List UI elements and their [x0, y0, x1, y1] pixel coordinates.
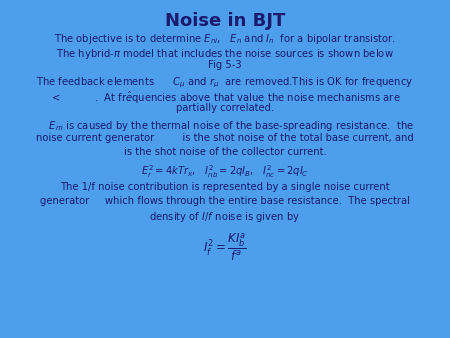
Text: $E_m$ is caused by the thermal noise of the base-spreading resistance.  the: $E_m$ is caused by the thermal noise of …	[36, 119, 414, 133]
Text: $<$          .  At fr$\hat{e}$quencies above that value the noise mechanisms are: $<$ . At fr$\hat{e}$quencies above that …	[50, 90, 400, 106]
Text: The feedback elements      $C_{\mu}$ and $r_{\mu}$  are removed.This is OK for f: The feedback elements $C_{\mu}$ and $r_{…	[36, 76, 414, 91]
Text: noise current generator         is the shot noise of the total base current, and: noise current generator is the shot nois…	[36, 133, 414, 143]
Text: $I_f^2 = \dfrac{KI_b^a}{f^a}$: $I_f^2 = \dfrac{KI_b^a}{f^a}$	[203, 232, 247, 263]
Text: is the shot noise of the collector current.: is the shot noise of the collector curre…	[124, 147, 326, 157]
Text: The hybrid-$\pi$ model that includes the noise sources is shown below: The hybrid-$\pi$ model that includes the…	[56, 47, 394, 61]
Text: partially correlated.: partially correlated.	[176, 103, 274, 113]
Text: The 1/f noise contribution is represented by a single noise current: The 1/f noise contribution is represente…	[60, 182, 390, 192]
Text: generator     which flows through the entire base resistance.  The spectral: generator which flows through the entire…	[40, 196, 410, 206]
Text: density of $I/f$ noise is given by: density of $I/f$ noise is given by	[149, 210, 301, 223]
Text: The objective is to determine $E_{ni}$,   $E_n$ and $I_n$  for a bipolar transis: The objective is to determine $E_{ni}$, …	[54, 32, 396, 46]
Text: Noise in BJT: Noise in BJT	[165, 12, 285, 30]
Text: Fig 5-3: Fig 5-3	[208, 60, 242, 70]
Text: $E_r^2 = 4kTr_x$,   $I_{nb}^2 = 2qI_B$,   $I_{nc}^2 = 2qI_C$: $E_r^2 = 4kTr_x$, $I_{nb}^2 = 2qI_B$, $I…	[141, 163, 309, 180]
